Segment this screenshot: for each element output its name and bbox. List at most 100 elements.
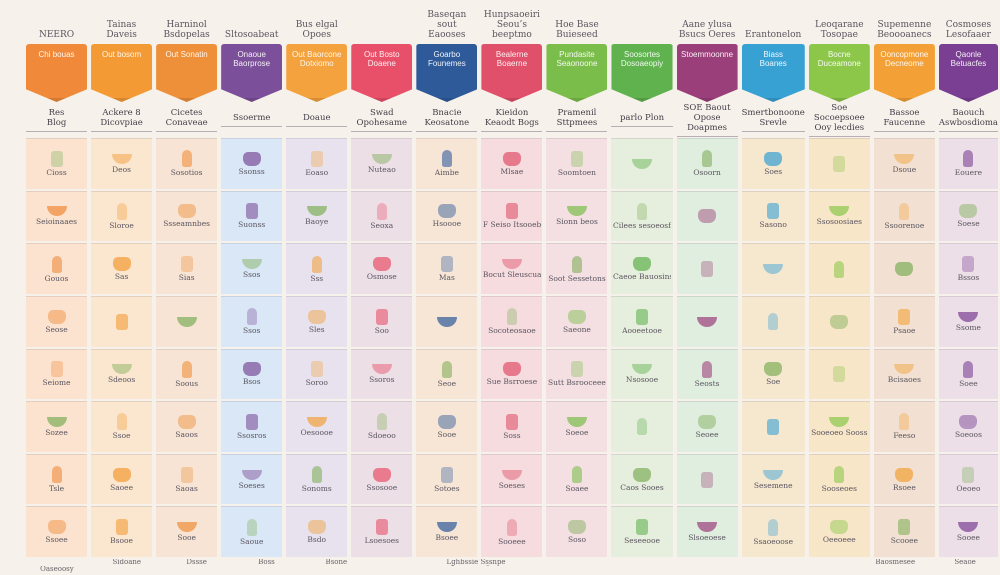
food-item-icon	[958, 522, 979, 533]
cell-label: Osmose	[366, 273, 397, 282]
food-item-icon	[111, 364, 132, 375]
cell-label: Caeoe Bauosinsao	[613, 273, 671, 282]
cell-label: Bcisaoes	[887, 376, 921, 385]
cell-label: Oeeoeee	[822, 536, 856, 545]
footer-label: Dssse	[186, 559, 207, 566]
table-cell: Soes	[741, 138, 805, 189]
food-item-icon	[111, 153, 132, 164]
table-cell	[808, 138, 870, 189]
table-cell: Sue Bsrroese	[481, 348, 543, 400]
food-item-icon	[894, 364, 915, 375]
table-cell: Soeses	[481, 453, 543, 505]
food-item-icon	[834, 260, 845, 278]
table-cell: Ssseamnbes	[156, 190, 218, 242]
food-item-icon	[632, 364, 653, 375]
table-cell: Seoee	[676, 401, 738, 452]
cell-label: Ssome	[955, 323, 981, 332]
column-banner: Pundasite Seaonoone	[546, 44, 608, 102]
food-item-icon	[440, 466, 453, 483]
cell-label: Rsoee	[892, 483, 916, 492]
cell-label: Sles	[308, 325, 325, 334]
cell-label: Soso	[567, 536, 586, 545]
column-subhead: Ssoerme	[221, 113, 283, 127]
table-cell: Saoue	[221, 506, 283, 557]
cell-label: Sooseoes	[821, 485, 857, 494]
column-top-label	[611, 40, 672, 42]
column-banner: Onaoue Baorprose	[221, 44, 283, 102]
cell-label: Deos	[112, 165, 131, 174]
cell-label: Dsoue	[892, 165, 917, 174]
footer-label: Lghbssie Sssnpe Spasosee Seos	[446, 559, 506, 566]
table-cell: Ssoorenoe	[873, 190, 935, 242]
food-item-icon	[437, 414, 456, 429]
food-item-icon	[570, 361, 583, 378]
table-cell	[611, 401, 673, 452]
food-item-icon	[436, 316, 457, 327]
table-cell: Tsle	[26, 453, 88, 505]
column-subhead: Pramenil Sttpmees	[546, 108, 608, 132]
cell-label: Sosotios	[170, 169, 203, 178]
table-cell: Oesoooe	[286, 401, 348, 452]
cell-label: Sooeee	[498, 537, 526, 546]
table-cell: Saoee	[91, 453, 153, 505]
food-item-icon	[959, 414, 978, 429]
cell-label: Tsle	[48, 485, 65, 494]
banner-label: Betuacfes	[950, 59, 987, 68]
cell-label: Seoe	[437, 379, 457, 388]
table-cell: Ssosooe	[351, 453, 413, 505]
cell-label: Eoaso	[305, 168, 329, 177]
column-subhead: Smertbonoone Srevle	[741, 108, 805, 132]
food-item-icon	[47, 309, 66, 324]
column-banner: Bealerne Boaerne	[481, 44, 543, 102]
table-cell	[91, 295, 153, 347]
cell-label: Sias	[178, 274, 195, 283]
table-cell: Soot Sessetons	[546, 243, 608, 294]
table-cell: Saeone	[546, 295, 608, 347]
food-item-icon	[962, 466, 975, 483]
table-cell: Sooee	[938, 506, 998, 557]
banner-label: Out Sonatin	[165, 50, 208, 59]
food-item-icon	[177, 414, 196, 429]
banner-label: Out Baorcone	[292, 50, 342, 59]
table-cell: Sooseoes	[808, 453, 870, 505]
food-item-icon	[767, 418, 780, 435]
banner-label: Out bosom	[102, 50, 142, 59]
table-cell	[676, 243, 738, 294]
table-cell: Oeeoeee	[808, 506, 870, 557]
cell-label: Ssos	[243, 271, 261, 280]
table-cell	[808, 243, 870, 294]
table-cell: Bcisaoes	[873, 348, 935, 400]
column-top-label: Baseqan sout Eaooses	[427, 10, 467, 40]
corner-spacer	[2, 44, 22, 102]
cell-label: Ssosoosiaes	[816, 218, 862, 227]
food-item-icon	[50, 150, 63, 167]
footer-label: Baosmesee	[875, 559, 916, 566]
cell-label: Slsoeoese	[688, 534, 726, 543]
column-subhead: Ackere 8 Dicovpiae	[91, 108, 153, 132]
food-item-icon	[829, 206, 850, 217]
cell-label: Scooee	[890, 537, 918, 546]
table-cell: Deos	[91, 138, 153, 189]
food-item-icon	[633, 467, 652, 482]
banner-label: Duceamone	[817, 59, 861, 68]
table-cell: Saoas	[156, 453, 218, 505]
food-item-icon	[371, 153, 392, 164]
column-subhead: Res Blog	[26, 108, 88, 132]
cell-label: Hsoooe	[432, 220, 462, 229]
food-item-icon	[372, 467, 391, 482]
table-cell	[676, 190, 738, 242]
table-cell: Sias	[156, 243, 218, 294]
banner-label: Soosortes	[624, 50, 661, 59]
cell-label: Saoos	[175, 430, 198, 439]
cell-label: Lsoesoes	[364, 537, 400, 546]
cell-label: Ssoorenoe	[884, 221, 925, 230]
cell-label: Nsosooe	[625, 376, 659, 385]
food-item-icon	[307, 520, 326, 535]
table-cell: Gouos	[26, 243, 88, 294]
table-cell: Sonoms	[286, 453, 348, 505]
food-item-icon	[245, 203, 258, 220]
footer-label	[373, 559, 439, 566]
food-item-icon	[112, 257, 131, 272]
food-item-icon	[311, 255, 322, 273]
column-subhead: Cicetes Conaveae	[156, 108, 218, 132]
